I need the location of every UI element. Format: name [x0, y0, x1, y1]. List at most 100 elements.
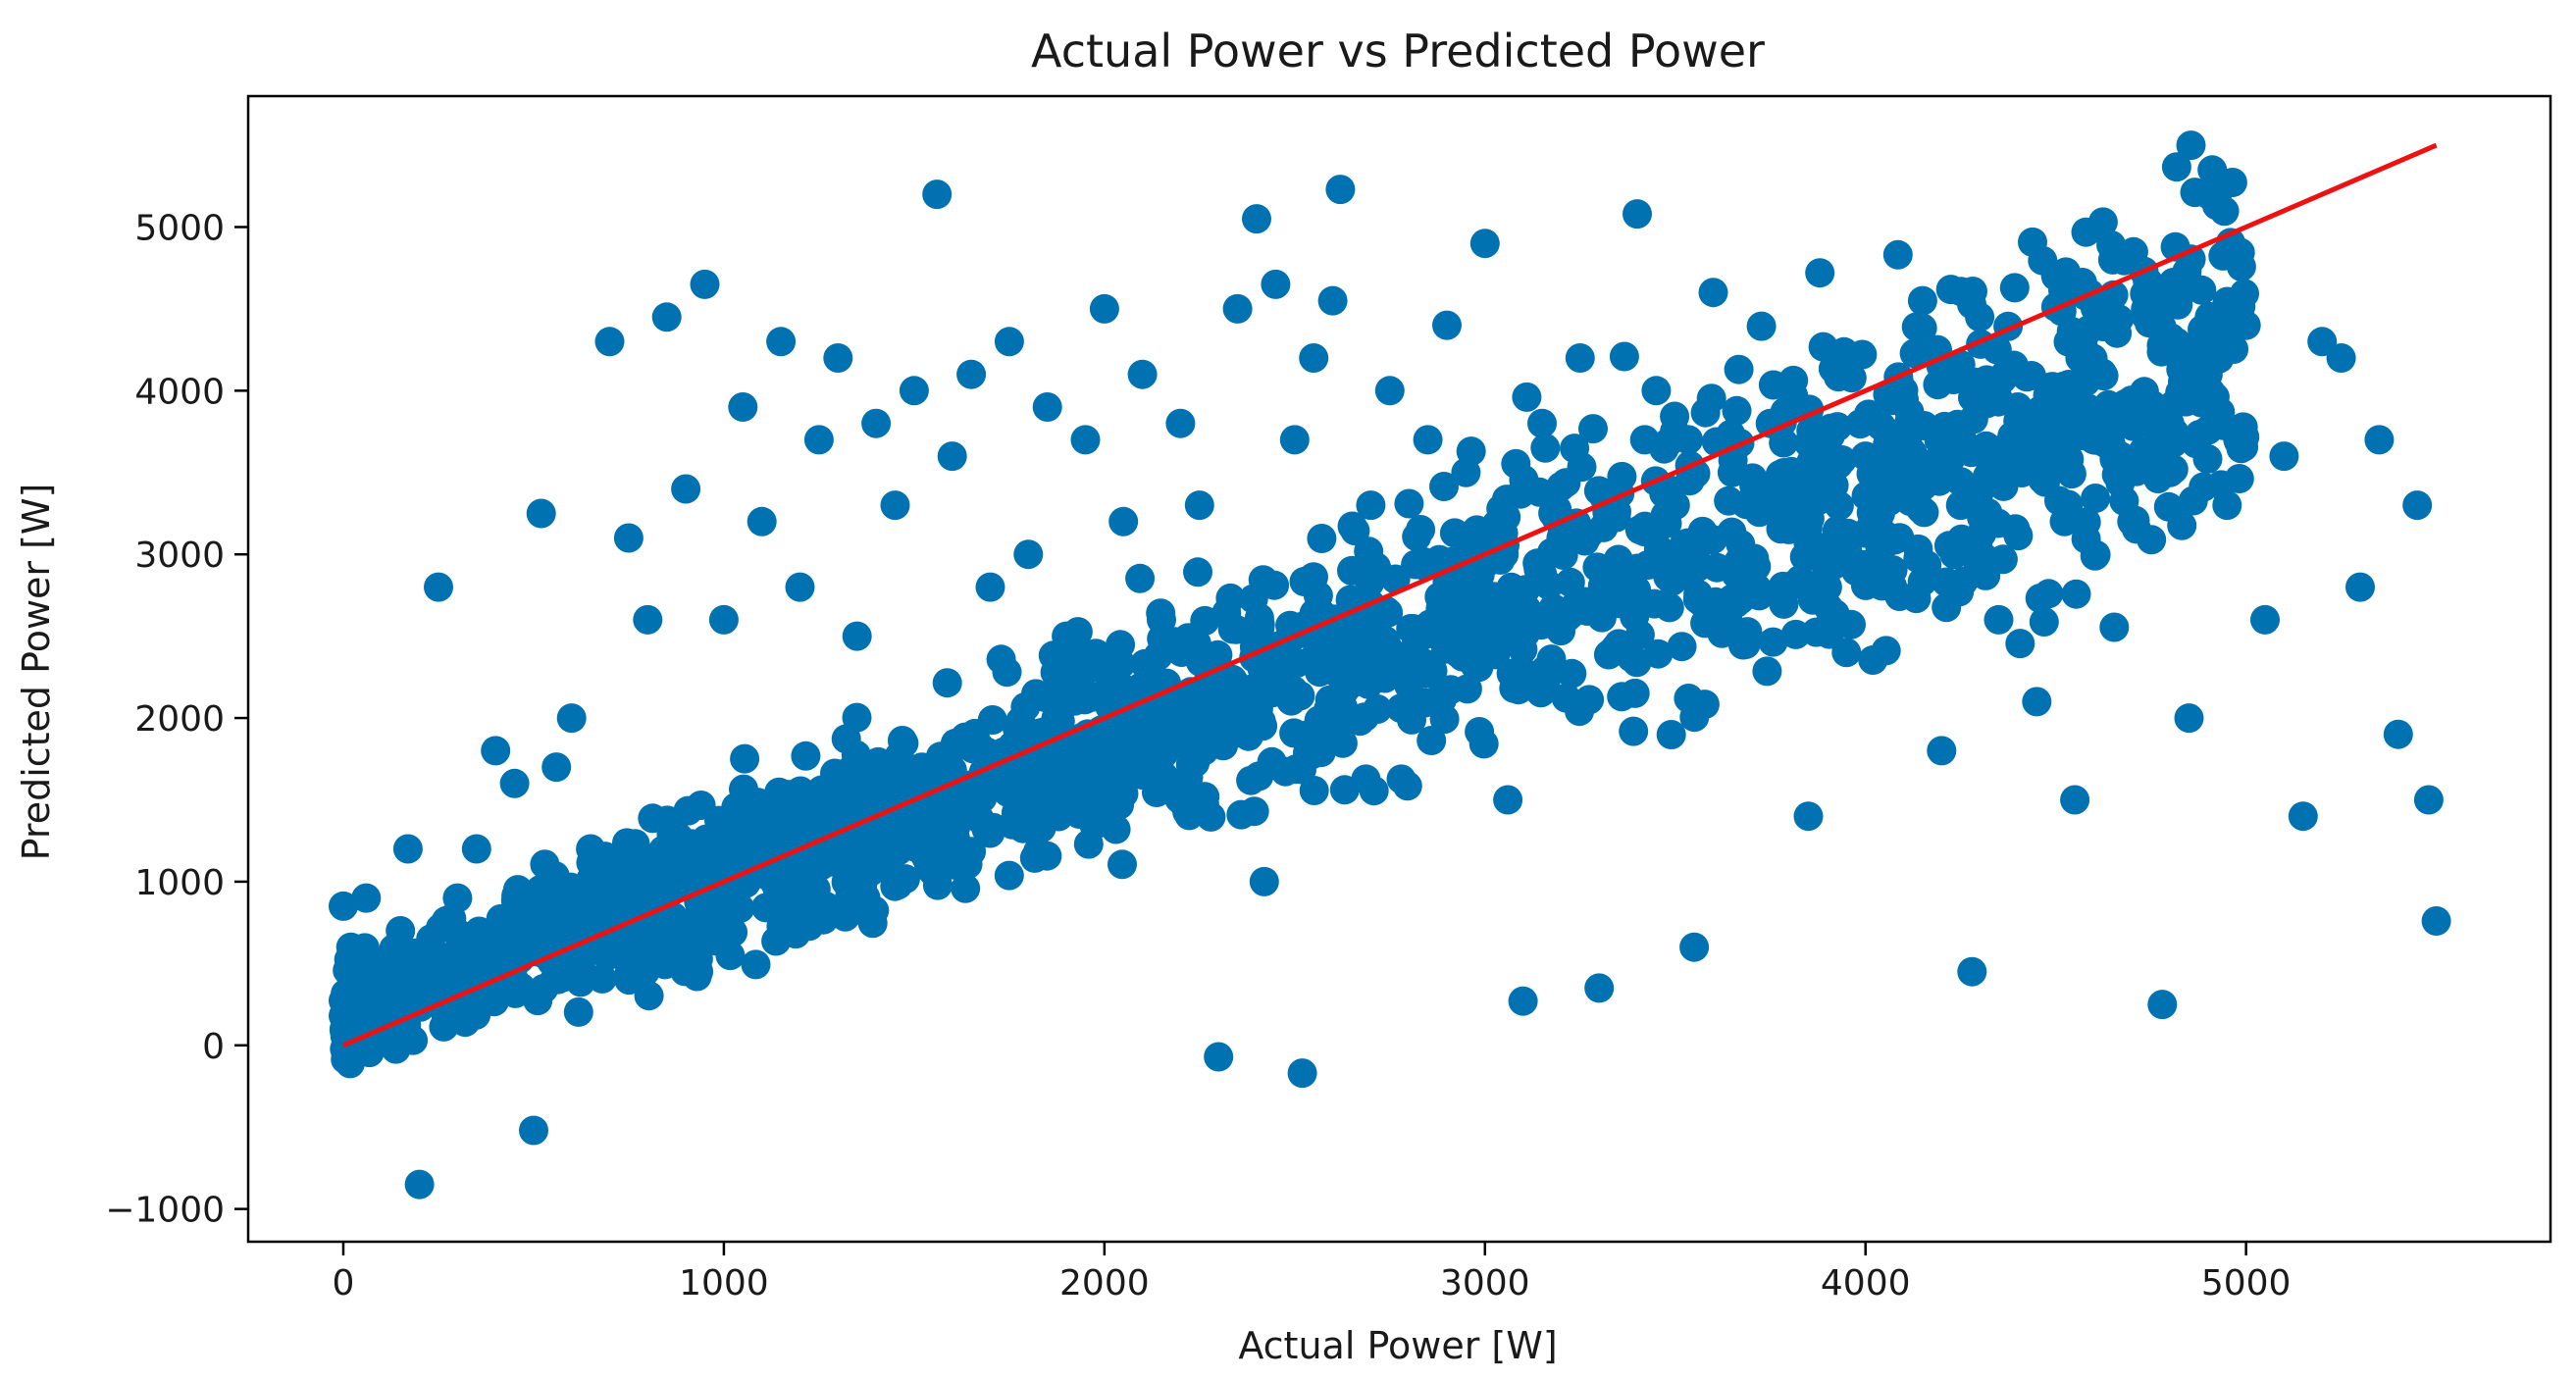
scatter-point	[540, 872, 570, 901]
scatter-point	[1424, 582, 1455, 612]
scatter-point	[1746, 311, 1777, 341]
scatter-point	[1336, 664, 1366, 694]
x-tick-label: 1000	[679, 1263, 769, 1303]
scatter-point	[2155, 457, 2186, 487]
scatter-point	[1353, 644, 1383, 675]
scatter-point	[655, 903, 685, 934]
scatter-point	[884, 741, 914, 771]
scatter-point	[1287, 1058, 1317, 1089]
scatter-point	[2167, 510, 2197, 540]
scatter-point	[1796, 446, 1827, 477]
scatter-point	[1032, 392, 1062, 422]
scatter-point	[563, 997, 593, 1027]
scatter-point	[633, 604, 663, 635]
x-tick-label: 2000	[1059, 1263, 1150, 1303]
scatter-point	[1593, 639, 1623, 670]
scatter-point	[1127, 359, 1158, 389]
scatter-point	[1673, 528, 1703, 558]
scatter-point	[994, 327, 1024, 357]
scatter-point	[838, 868, 868, 898]
scatter-point	[883, 870, 913, 900]
scatter-point	[1573, 519, 1604, 549]
scatter-point	[971, 814, 1002, 844]
scatter-point	[329, 891, 358, 921]
scatter-point	[2202, 315, 2233, 345]
y-tick-label: 3000	[134, 536, 225, 576]
scatter-point	[671, 474, 701, 504]
scatter-point	[1999, 273, 2030, 303]
scatter-point	[1793, 801, 1824, 832]
scatter-point	[1676, 555, 1707, 586]
scatter-point	[1172, 682, 1203, 712]
scatter-point	[1660, 401, 1690, 432]
scatter-point	[2269, 441, 2299, 472]
scatter-point	[1429, 472, 1459, 501]
scatter-point	[2176, 130, 2206, 161]
scatter-point	[1460, 650, 1490, 681]
scatter-point	[1184, 490, 1214, 521]
scatter-point	[1104, 744, 1134, 775]
scatter-point	[1850, 441, 1880, 472]
scatter-point	[1926, 350, 1956, 381]
scatter-point	[1641, 376, 1672, 406]
scatter-point	[1062, 776, 1092, 806]
scatter-point	[2031, 467, 2060, 497]
scatter-point	[1565, 343, 1595, 373]
scatter-point	[722, 841, 752, 871]
scatter-point	[651, 302, 682, 332]
scatter-point	[2084, 357, 2114, 387]
scatter-point	[2079, 425, 2109, 455]
scatter-point	[1090, 680, 1120, 710]
scatter-point	[1331, 621, 1362, 651]
scatter-point	[2056, 459, 2087, 489]
scatter-point	[1013, 539, 1044, 570]
scatter-point	[1340, 516, 1370, 546]
scatter-point	[1238, 584, 1268, 614]
scatter-point	[2225, 237, 2255, 268]
scatter-point	[1850, 570, 1880, 600]
scatter-point	[2345, 572, 2375, 602]
scatter-point	[431, 965, 461, 995]
scatter-point	[2192, 359, 2223, 389]
scatter-point	[2053, 327, 2084, 357]
scatter-point	[587, 963, 617, 994]
scatter-point	[1089, 293, 1119, 324]
scatter-point	[1804, 485, 1834, 515]
scatter-point	[681, 939, 711, 969]
scatter-point	[1512, 382, 1542, 412]
scatter-point	[1722, 395, 1752, 426]
scatter-point	[1930, 411, 1960, 441]
scatter-point	[374, 990, 404, 1020]
scatter-point	[2197, 155, 2228, 185]
scatter-point	[1667, 632, 1697, 662]
scatter-point	[1717, 457, 1747, 487]
scatter-point	[2180, 178, 2210, 208]
scatter-point	[2081, 484, 2111, 513]
scatter-point	[1824, 449, 1854, 480]
scatter-point	[2003, 521, 2034, 551]
scatter-point	[1394, 670, 1424, 700]
scatter-point	[1957, 956, 1987, 987]
y-tick-label: 1000	[134, 863, 225, 903]
scatter-point	[1565, 696, 1595, 727]
scatter-point	[442, 883, 473, 913]
scatter-point	[975, 572, 1005, 602]
y-tick-label: −1000	[105, 1191, 225, 1231]
plot-frame	[246, 94, 2552, 1244]
scatter-point	[565, 950, 595, 980]
scatter-point	[335, 932, 366, 962]
x-axis-label: Actual Power [W]	[1238, 1324, 1557, 1367]
scatter-point	[605, 887, 636, 916]
scatter-point	[2174, 703, 2204, 734]
scatter-point	[761, 926, 792, 956]
scatter-point	[1307, 524, 1337, 553]
scatter-point	[366, 948, 396, 979]
scatter-point	[1812, 572, 1842, 602]
scatter-point	[1724, 354, 1754, 384]
scatter-point	[1752, 656, 1782, 687]
scatter-point	[1133, 729, 1163, 759]
scatter-point	[1730, 630, 1761, 659]
scatter-point	[1739, 471, 1770, 501]
scatter-point	[1142, 778, 1171, 807]
scatter-point	[1245, 613, 1275, 643]
